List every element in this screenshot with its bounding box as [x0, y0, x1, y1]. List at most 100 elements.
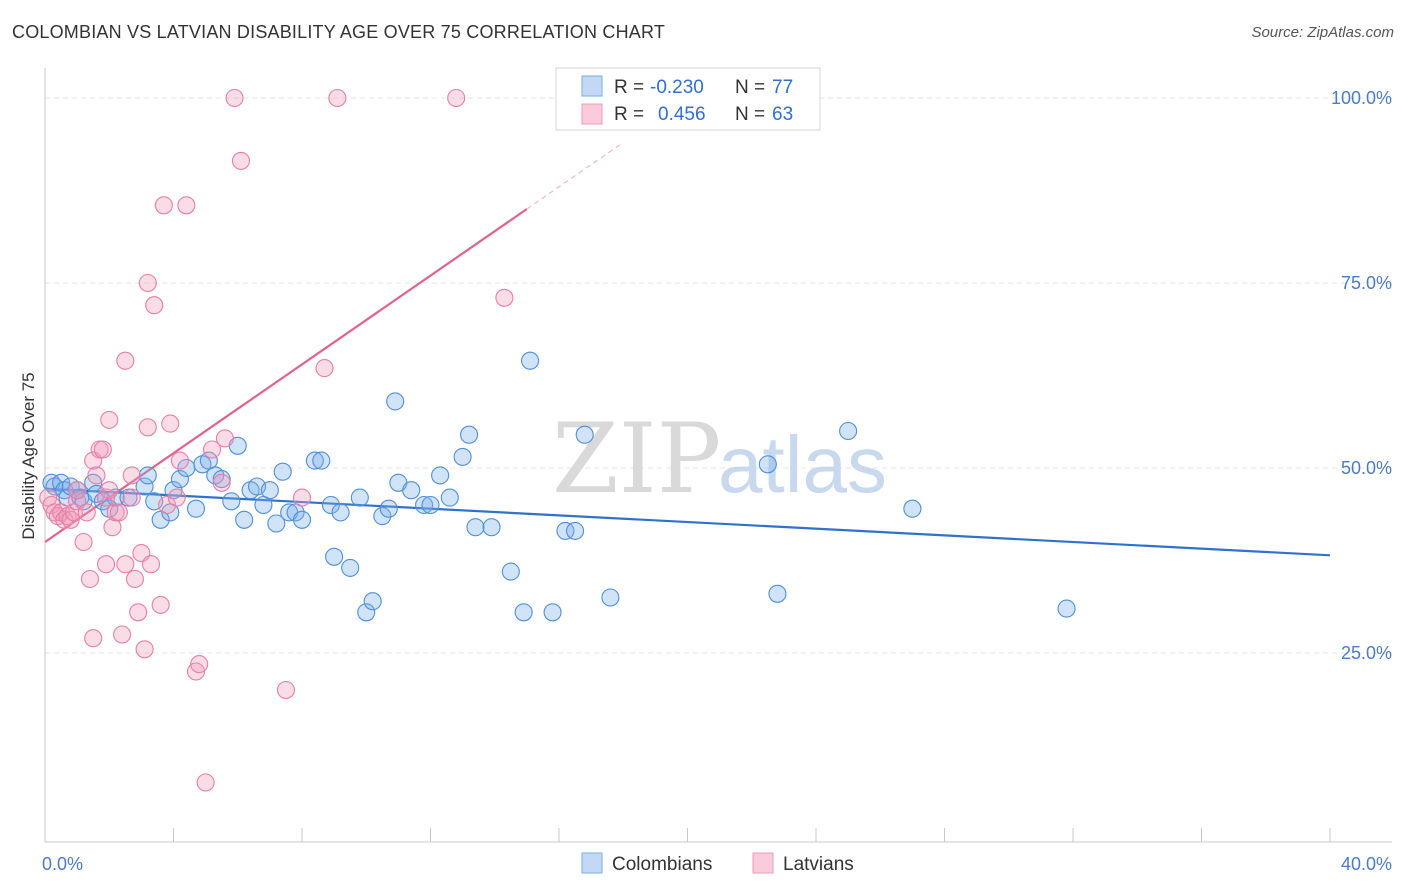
latvian-point-10 [68, 481, 87, 500]
y-tick-label-3: 25.0% [1341, 643, 1392, 663]
colombian-point-60 [466, 518, 485, 537]
colombian-point-68 [575, 425, 594, 444]
latvian-point-29 [122, 488, 141, 507]
latvian-point-32 [129, 603, 148, 622]
colombian-point-28 [222, 492, 241, 511]
colombian-point-56 [431, 466, 450, 485]
colombian-point-72 [839, 421, 858, 441]
latvian-point-37 [141, 555, 161, 574]
latvian-point-40 [154, 196, 173, 215]
latvian-point-39 [151, 595, 170, 614]
colombian-point-70 [758, 455, 777, 474]
colombian-point-73 [903, 499, 922, 518]
colombian-point-69 [601, 588, 620, 607]
latvian-point-38 [145, 296, 164, 315]
watermark-zip: ZIP [552, 403, 721, 515]
latvian-point-55 [292, 488, 312, 507]
colombian-point-64 [521, 351, 540, 370]
latvian-point-19 [96, 555, 116, 574]
latvian-point-12 [77, 503, 96, 522]
latvian-point-42 [161, 414, 180, 433]
latvian-point-36 [138, 418, 157, 437]
colombian-point-53 [402, 481, 421, 500]
latvian-trend-line [44, 208, 528, 543]
colombian-point-15 [135, 477, 154, 496]
axes [44, 68, 1392, 843]
trend-lines [44, 141, 1331, 557]
latvian-point-16 [87, 466, 106, 485]
legend-r-label-1: R = [614, 77, 644, 98]
colombian-point-43 [325, 547, 344, 566]
y-tick-label-1: 75.0% [1341, 273, 1392, 293]
colombian-point-41 [312, 451, 331, 470]
legend-r-value-2: 0.456 [658, 104, 706, 125]
colombian-point-62 [501, 562, 520, 581]
y-tick-label-0: 100.0% [1331, 88, 1392, 108]
colombian-point-39 [292, 510, 312, 529]
latvian-point-8 [64, 503, 83, 522]
latvian-point-30 [122, 466, 141, 485]
latvian-trend-extension [526, 141, 624, 210]
colombian-point-45 [341, 558, 360, 577]
latvian-point-45 [177, 196, 196, 215]
legend-swatch-colombians [581, 75, 603, 97]
latvian-point-35 [138, 273, 157, 293]
latvian-point-13 [80, 569, 100, 589]
latvian-point-34 [135, 640, 154, 659]
y-tick-label-2: 50.0% [1341, 458, 1392, 478]
legend-n-label-1: N = [735, 77, 765, 98]
colombian-point-36 [273, 462, 292, 481]
latvian-point-11 [74, 532, 93, 552]
grid-lines [45, 97, 1392, 654]
colombian-point-13 [106, 488, 125, 507]
colombian-point-51 [386, 392, 405, 411]
y-axis-title: Disability Age Over 75 [19, 372, 38, 539]
latvian-point-43 [167, 488, 186, 507]
colombian-point-74 [1057, 599, 1076, 618]
legend-label-colombians: Colombians [612, 854, 712, 875]
chart-title: COLOMBIAN VS LATVIAN DISABILITY AGE OVER… [12, 22, 666, 42]
legend-r-label-2: R = [614, 104, 644, 125]
colombian-point-42 [321, 495, 340, 515]
colombian-point-71 [768, 584, 787, 603]
colombian-point-66 [556, 521, 575, 540]
legend-swatch-latvians-bottom [752, 852, 774, 874]
latvian-point-53 [231, 151, 251, 170]
correlation-legend: R = -0.230 N = 77 R = 0.456 N = 63 [555, 67, 821, 131]
latvian-point-26 [113, 625, 132, 644]
legend-swatch-colombians-bottom [581, 852, 603, 874]
watermark-atlas: atlas [718, 420, 887, 509]
series-legend: Colombians Latvians [581, 852, 854, 875]
latvian-point-59 [495, 288, 514, 307]
colombian-point-49 [373, 507, 392, 526]
latvian-point-41 [158, 495, 177, 515]
colombian-point-44 [331, 503, 350, 522]
colombian-point-65 [543, 603, 562, 622]
latvian-point-22 [100, 481, 119, 500]
colombian-point-23 [186, 499, 206, 518]
colombian-point-35 [267, 514, 286, 533]
latvian-point-49 [203, 440, 222, 459]
colombian-point-58 [453, 447, 472, 466]
colombian-point-48 [363, 592, 382, 611]
legend-n-label-2: N = [735, 104, 765, 125]
colombian-point-16 [138, 466, 157, 485]
latvian-point-44 [170, 451, 189, 470]
legend-r-value-1: -0.230 [650, 77, 704, 98]
tick-labels: 100.0% 75.0% 50.0% 25.0% 0.0% 40.0% [42, 88, 1392, 874]
latvian-point-58 [447, 88, 466, 108]
latvian-point-56 [315, 359, 334, 378]
colombian-point-59 [459, 425, 479, 444]
latvian-point-14 [84, 629, 103, 648]
colombian-point-46 [350, 488, 369, 507]
watermark: ZIP atlas [552, 403, 887, 515]
legend-n-value-1: 77 [772, 77, 793, 98]
colombian-point-30 [235, 510, 254, 529]
colombian-point-61 [482, 518, 501, 537]
latvian-point-21 [100, 410, 119, 429]
source-label: Source: ZipAtlas.com [1251, 24, 1394, 41]
latvian-point-51 [215, 429, 234, 448]
latvian-point-28 [116, 351, 135, 370]
latvian-point-57 [328, 88, 347, 108]
